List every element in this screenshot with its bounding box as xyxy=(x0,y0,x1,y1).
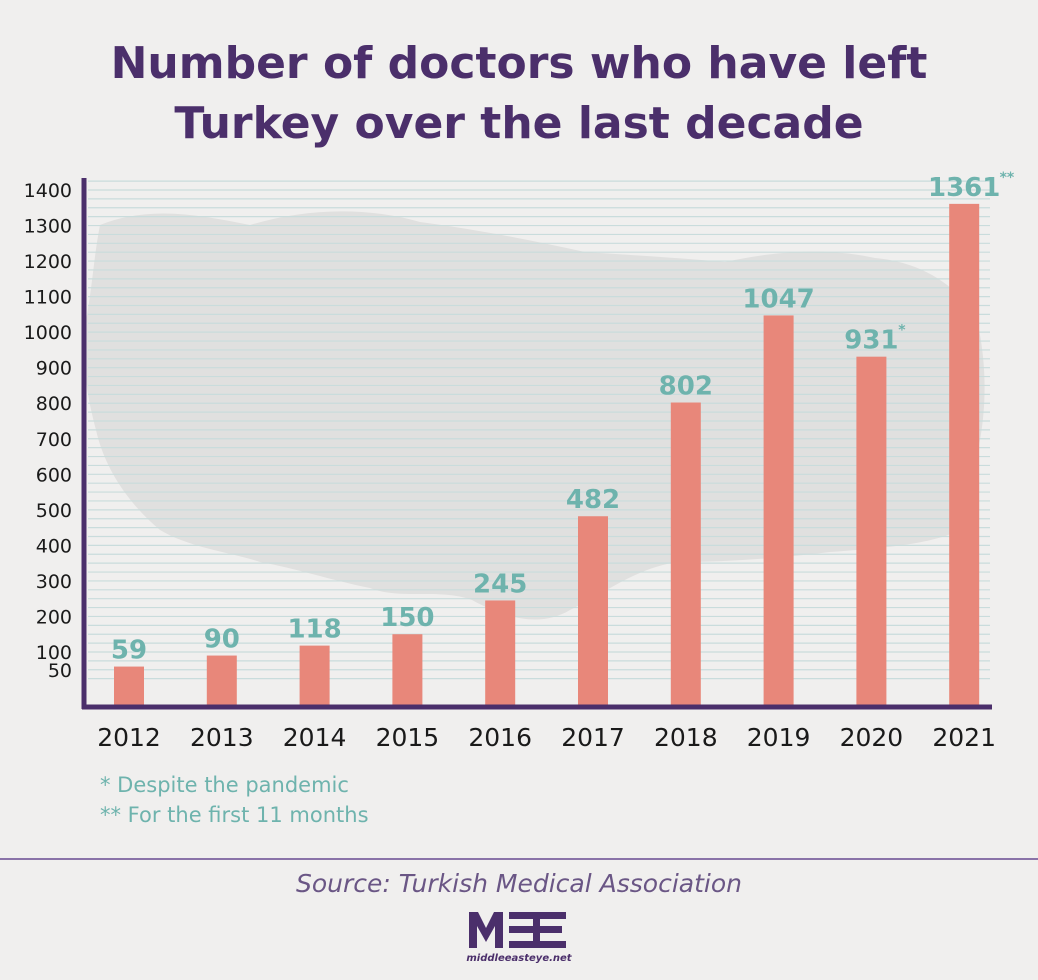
y-tick-label-700: 700 xyxy=(36,429,72,451)
value-label-2021: 1361 xyxy=(928,173,1000,203)
bar-2015 xyxy=(392,634,423,705)
value-label-mark-2021: ** xyxy=(1000,170,1015,186)
bar-2012 xyxy=(114,666,144,705)
x-tick-label-2013: 2013 xyxy=(190,723,254,752)
x-tick-label-2015: 2015 xyxy=(376,723,440,752)
chart-title-line-1: Number of doctors who have left xyxy=(110,38,928,89)
chart-title-line-2: Turkey over the last decade xyxy=(174,98,864,149)
y-tick-label-800: 800 xyxy=(36,393,72,415)
y-tick-label-900: 900 xyxy=(36,358,72,380)
y-tick-label-600: 600 xyxy=(36,464,72,486)
turkey-map-silhouette xyxy=(83,211,985,620)
y-tick-label-400: 400 xyxy=(36,535,72,557)
value-label-2018: 802 xyxy=(659,372,713,402)
grid-lines xyxy=(88,180,990,680)
x-tick-label-2020: 2020 xyxy=(840,723,904,752)
x-tick-label-2018: 2018 xyxy=(654,723,718,752)
value-label-2017: 482 xyxy=(566,485,620,515)
logo-letter-m xyxy=(469,912,503,948)
logo-letter-e1-bottom xyxy=(509,941,534,948)
logo-letter-e2-top xyxy=(540,912,566,919)
axes xyxy=(81,178,992,710)
value-label-2020: 931 xyxy=(844,326,898,356)
value-label-2013: 90 xyxy=(204,625,240,655)
logo-letter-e1-mid xyxy=(509,926,534,933)
y-tick-label-1200: 1200 xyxy=(24,251,72,273)
footnotes: * Despite the pandemic ** For the first … xyxy=(100,770,369,830)
y-tick-label-200: 200 xyxy=(36,606,72,628)
x-tick-label-2012: 2012 xyxy=(97,723,161,752)
bar-2021 xyxy=(949,203,980,706)
divider-line xyxy=(0,858,1038,860)
logo-url: middleeasteye.net xyxy=(466,953,572,964)
mee-logo xyxy=(469,912,566,948)
bar-2018 xyxy=(670,402,701,705)
y-tick-label-1100: 1100 xyxy=(24,287,72,309)
bar-2020 xyxy=(856,356,887,705)
x-tick-label-2014: 2014 xyxy=(283,723,347,752)
x-tick-label-2021: 2021 xyxy=(932,723,996,752)
x-tick-labels: 2012 2013 2014 2015 2016 2017 2018 2019 2020 2021 xyxy=(97,723,996,752)
bar-2017 xyxy=(578,516,608,705)
logo-letter-e-spine xyxy=(533,912,540,948)
bar-2016 xyxy=(485,600,516,705)
bars xyxy=(114,203,980,706)
y-tick-label-100: 100 xyxy=(36,642,72,664)
value-label-mark-2020: * xyxy=(898,323,906,339)
logo-letter-e2-mid xyxy=(540,926,562,933)
y-tick-label-300: 300 xyxy=(36,571,72,593)
x-tick-label-2016: 2016 xyxy=(468,723,532,752)
source-credit: Source: Turkish Medical Association xyxy=(296,869,742,898)
footnote-pandemic: * Despite the pandemic xyxy=(100,773,349,797)
bar-2013 xyxy=(206,655,237,705)
x-tick-label-2019: 2019 xyxy=(747,723,811,752)
y-tick-label-1300: 1300 xyxy=(24,216,72,238)
bar-2014 xyxy=(299,645,330,705)
map-background xyxy=(83,211,985,620)
footnote-eleven-months: ** For the first 11 months xyxy=(100,803,369,827)
value-label-2014: 118 xyxy=(287,615,341,645)
x-tick-label-2017: 2017 xyxy=(561,723,625,752)
bar-2019 xyxy=(763,315,794,705)
chart-title: Number of doctors who have left Turkey o… xyxy=(0,34,1038,154)
y-tick-label-1000: 1000 xyxy=(24,322,72,344)
y-tick-label-50: 50 xyxy=(48,660,72,682)
value-label-2015: 150 xyxy=(380,603,434,633)
value-label-2012: 59 xyxy=(111,636,147,666)
logo-letter-e2-bottom xyxy=(540,941,566,948)
value-label-2019: 1047 xyxy=(742,284,814,314)
logo-letter-e1-top xyxy=(509,912,534,919)
y-tick-label-500: 500 xyxy=(36,500,72,522)
value-label-2016: 245 xyxy=(473,569,527,599)
y-tick-label-1400: 1400 xyxy=(24,180,72,202)
value-labels: 59 90 118 150 245 482 802 1047 931 * 1361 ** xyxy=(111,170,1015,666)
